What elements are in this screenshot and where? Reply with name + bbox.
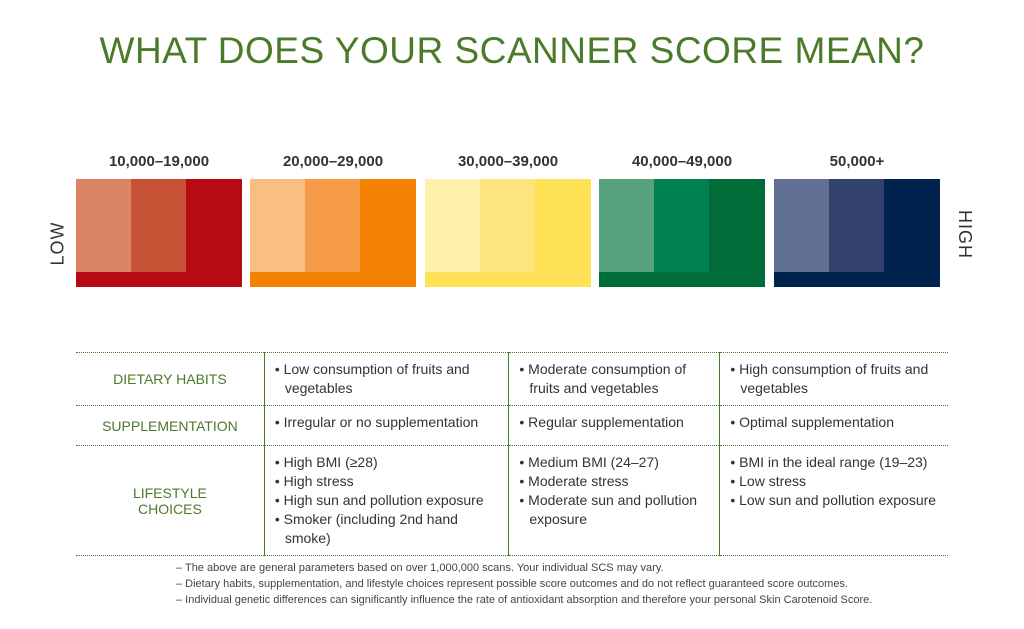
- table-cell: • Moderate consumption of fruits and veg…: [508, 352, 720, 406]
- table-cell: • Regular supplementation: [508, 405, 720, 446]
- bullet-item: • Moderate consumption of fruits and veg…: [519, 361, 687, 396]
- score-color-block: [599, 179, 765, 287]
- range-label: 20,000–29,000: [282, 153, 384, 170]
- color-shade: [480, 179, 535, 272]
- table-row: LIFESTYLE CHOICES • High BMI (≥28) • High …: [76, 445, 948, 556]
- range-label: 30,000–39,000: [457, 153, 559, 170]
- color-shade: [76, 179, 131, 272]
- footnote: – The above are general parameters based…: [176, 562, 664, 574]
- score-color-block: [774, 179, 940, 287]
- table-cell: • Optimal supplementation: [719, 405, 948, 446]
- bullet-item: • BMI in the ideal range (19–23): [730, 454, 928, 470]
- row-label: DIETARY HABITS: [76, 352, 265, 406]
- table-cell: • BMI in the ideal range (19–23) • Low st…: [719, 445, 948, 556]
- score-color-block: [250, 179, 416, 287]
- page-title: WHAT DOES YOUR SCANNER SCORE MEAN?: [99, 30, 925, 71]
- low-label: LOW: [47, 221, 68, 266]
- footnotes: – The above are general parameters based…: [176, 560, 872, 608]
- table-cell: • Medium BMI (24–27) • Moderate stress • M…: [508, 445, 720, 556]
- color-shade: [131, 179, 186, 272]
- bullet-item: • High consumption of fruits and vegetab…: [730, 361, 929, 396]
- bullet-item: • Optimal supplementation: [730, 414, 894, 430]
- table-cell: • High consumption of fruits and vegetab…: [719, 352, 948, 406]
- row-label: SUPPLEMENTATION: [76, 405, 265, 446]
- table-cell: • Irregular or no supplementation: [263, 405, 509, 446]
- table-row: DIETARY HABITS • Low consumption of fruit…: [76, 352, 948, 406]
- footnote: – Dietary habits, supplementation, and l…: [176, 578, 848, 590]
- bullet-item: • Irregular or no supplementation: [274, 414, 479, 430]
- range-label: 10,000–19,000: [108, 153, 210, 170]
- bullet-item: • Moderate stress: [519, 473, 629, 489]
- color-shade: [250, 179, 305, 272]
- bullet-item: • Medium BMI (24–27): [519, 454, 659, 470]
- bullet-item: • Low stress: [730, 473, 807, 489]
- score-table: DIETARY HABITS • Low consumption of fruit…: [76, 352, 948, 556]
- bullet-item: • High BMI (≥28): [274, 454, 378, 470]
- bullet-item: • Low consumption of fruits and vegetabl…: [274, 361, 470, 396]
- bullet-item: • Smoker (including 2nd hand smoke): [274, 511, 458, 546]
- range-label: 40,000–49,000: [631, 153, 733, 170]
- bullet-item: • Regular supplementation: [519, 414, 684, 430]
- high-label: HIGH: [955, 210, 975, 259]
- bullet-item: • High stress: [274, 473, 354, 489]
- color-shade: [425, 179, 480, 272]
- color-shade: [305, 179, 360, 272]
- color-shade: [599, 179, 654, 272]
- bullet-item: • High sun and pollution exposure: [274, 492, 484, 508]
- score-color-block: [76, 179, 242, 287]
- row-label: LIFESTYLE CHOICES: [76, 445, 265, 556]
- table-cell: • High BMI (≥28) • High stress • High sun …: [263, 445, 509, 556]
- table-row: SUPPLEMENTATION • Irregular or no supplem…: [76, 405, 948, 446]
- score-color-block: [425, 179, 591, 287]
- color-shade: [774, 179, 829, 272]
- bullet-item: • Low sun and pollution exposure: [730, 492, 937, 508]
- footnote: – Individual genetic differences can sig…: [176, 594, 873, 606]
- color-shade: [829, 179, 884, 272]
- range-label: 50,000+: [829, 153, 885, 170]
- bullet-item: • Moderate sun and pollution exposure: [519, 492, 698, 527]
- table-cell: • Low consumption of fruits and vegetabl…: [263, 352, 509, 406]
- color-shade: [654, 179, 709, 272]
